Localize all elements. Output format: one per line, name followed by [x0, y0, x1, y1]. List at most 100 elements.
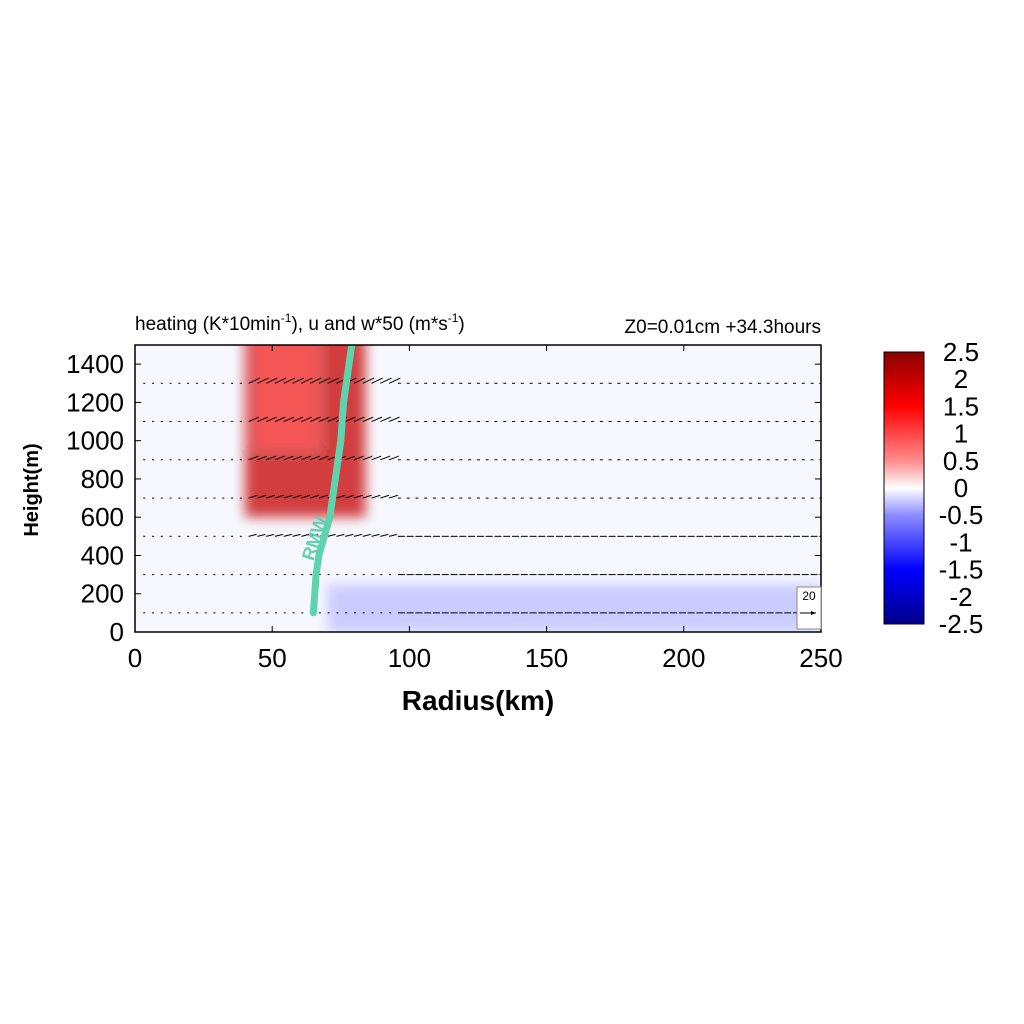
plot-area: RMW	[134, 344, 822, 633]
colorbar: 2.521.510.50-0.5-1-1.5-2-2.5	[883, 337, 984, 639]
wind-vector	[371, 455, 382, 461]
y-axis-label: Height(m)	[21, 443, 43, 536]
heating-region	[327, 584, 821, 632]
wind-vector	[336, 494, 346, 499]
wind-vector	[257, 533, 266, 537]
wind-vector	[257, 494, 267, 499]
wind-vector	[309, 494, 320, 499]
reference-vector: 20	[796, 586, 822, 630]
x-tick-label: 50	[258, 643, 287, 673]
wind-vectors	[143, 377, 821, 614]
colorbar-tick-label: 2.5	[943, 337, 979, 367]
x-tick-label: 100	[388, 643, 431, 673]
wind-vector	[274, 455, 285, 461]
y-tick-label: 800	[81, 464, 124, 494]
wind-vector	[388, 455, 399, 461]
wind-vector	[336, 533, 345, 537]
wind-vector	[309, 455, 320, 461]
wind-vector	[371, 494, 381, 499]
y-tick-label: 600	[81, 502, 124, 532]
colorbar-tick-label: 0.5	[943, 446, 979, 476]
wind-vector	[301, 377, 313, 384]
wind-vector	[265, 416, 277, 422]
wind-vector	[283, 416, 295, 422]
wind-vector	[353, 494, 363, 499]
chart-title: heating (K*10min-1), u and w*50 (m*s-1)	[135, 311, 465, 335]
wind-vector	[388, 533, 398, 537]
reference-vector-label: 20	[802, 589, 816, 603]
colorbar-tick-label: -2.5	[939, 609, 984, 639]
colorbar-tick-label: -0.5	[939, 500, 984, 530]
wind-vector	[248, 416, 260, 422]
colorbar-tick-label: -1	[949, 527, 972, 557]
wind-vector	[388, 494, 399, 499]
wind-vector	[292, 377, 304, 384]
wind-vector	[353, 377, 366, 384]
wind-vector	[344, 416, 356, 422]
x-tick-label: 150	[525, 643, 568, 673]
colorbar-tick-label: 1.5	[943, 391, 979, 421]
wind-vector	[353, 455, 364, 461]
y-tick-label: 200	[81, 579, 124, 609]
wind-vector	[327, 533, 336, 537]
wind-vector	[380, 416, 391, 422]
x-axis: 0 50 100 150 200 250	[128, 345, 843, 673]
y-tick-label: 1000	[66, 426, 124, 456]
wind-vector	[257, 416, 268, 422]
colorbar-tick-label: -1.5	[939, 555, 984, 585]
wind-vector	[257, 455, 268, 461]
heating-region	[252, 345, 319, 451]
wind-vector	[283, 377, 296, 384]
wind-vector	[283, 494, 293, 499]
wind-vector	[345, 533, 354, 537]
x-tick-label: 200	[662, 643, 705, 673]
wind-vector	[292, 416, 304, 422]
wind-vector	[362, 416, 374, 422]
wind-vector	[380, 494, 390, 499]
wind-vector	[265, 377, 278, 384]
wind-vector	[318, 494, 328, 499]
colorbar-ticks: 2.521.510.50-0.5-1-1.5-2-2.5	[939, 337, 984, 639]
wind-vector	[301, 416, 312, 422]
x-tick-label: 0	[128, 643, 142, 673]
wind-vector	[371, 416, 383, 422]
wind-vector	[327, 377, 340, 384]
wind-vector	[248, 494, 258, 499]
wind-vector	[380, 455, 391, 461]
colorbar-tick-label: 0	[954, 473, 968, 503]
wind-vector	[327, 416, 339, 422]
wind-vector	[301, 533, 310, 537]
wind-vector	[345, 494, 355, 499]
wind-vector	[283, 455, 294, 461]
wind-vector	[266, 533, 275, 537]
x-axis-label: Radius(km)	[402, 685, 554, 716]
wind-vector	[362, 377, 375, 384]
wind-vector	[318, 377, 331, 384]
wind-vector	[309, 377, 322, 384]
y-tick-label: 0	[110, 617, 124, 647]
colorbar-tick-label: -2	[949, 582, 972, 612]
wind-vector	[380, 533, 389, 537]
wind-vector	[371, 533, 380, 537]
wind-vector	[301, 455, 312, 461]
wind-vector	[362, 533, 371, 537]
wind-vector	[318, 416, 330, 422]
wind-vector	[265, 455, 276, 461]
wind-vector	[388, 377, 401, 384]
wind-vector	[292, 455, 303, 461]
wind-vector	[257, 377, 269, 384]
y-tick-label: 400	[81, 540, 124, 570]
wind-vector	[380, 377, 392, 384]
wind-vector	[248, 533, 257, 537]
wind-vector	[292, 494, 302, 499]
wind-vector	[309, 416, 321, 422]
wind-vector	[353, 416, 365, 422]
wind-vector	[292, 533, 301, 537]
wind-vector	[274, 494, 284, 499]
wind-vector	[248, 455, 259, 461]
wind-vector	[371, 377, 383, 384]
wind-vector	[283, 533, 292, 537]
wind-vector	[318, 455, 329, 461]
y-tick-label: 1400	[66, 349, 124, 379]
